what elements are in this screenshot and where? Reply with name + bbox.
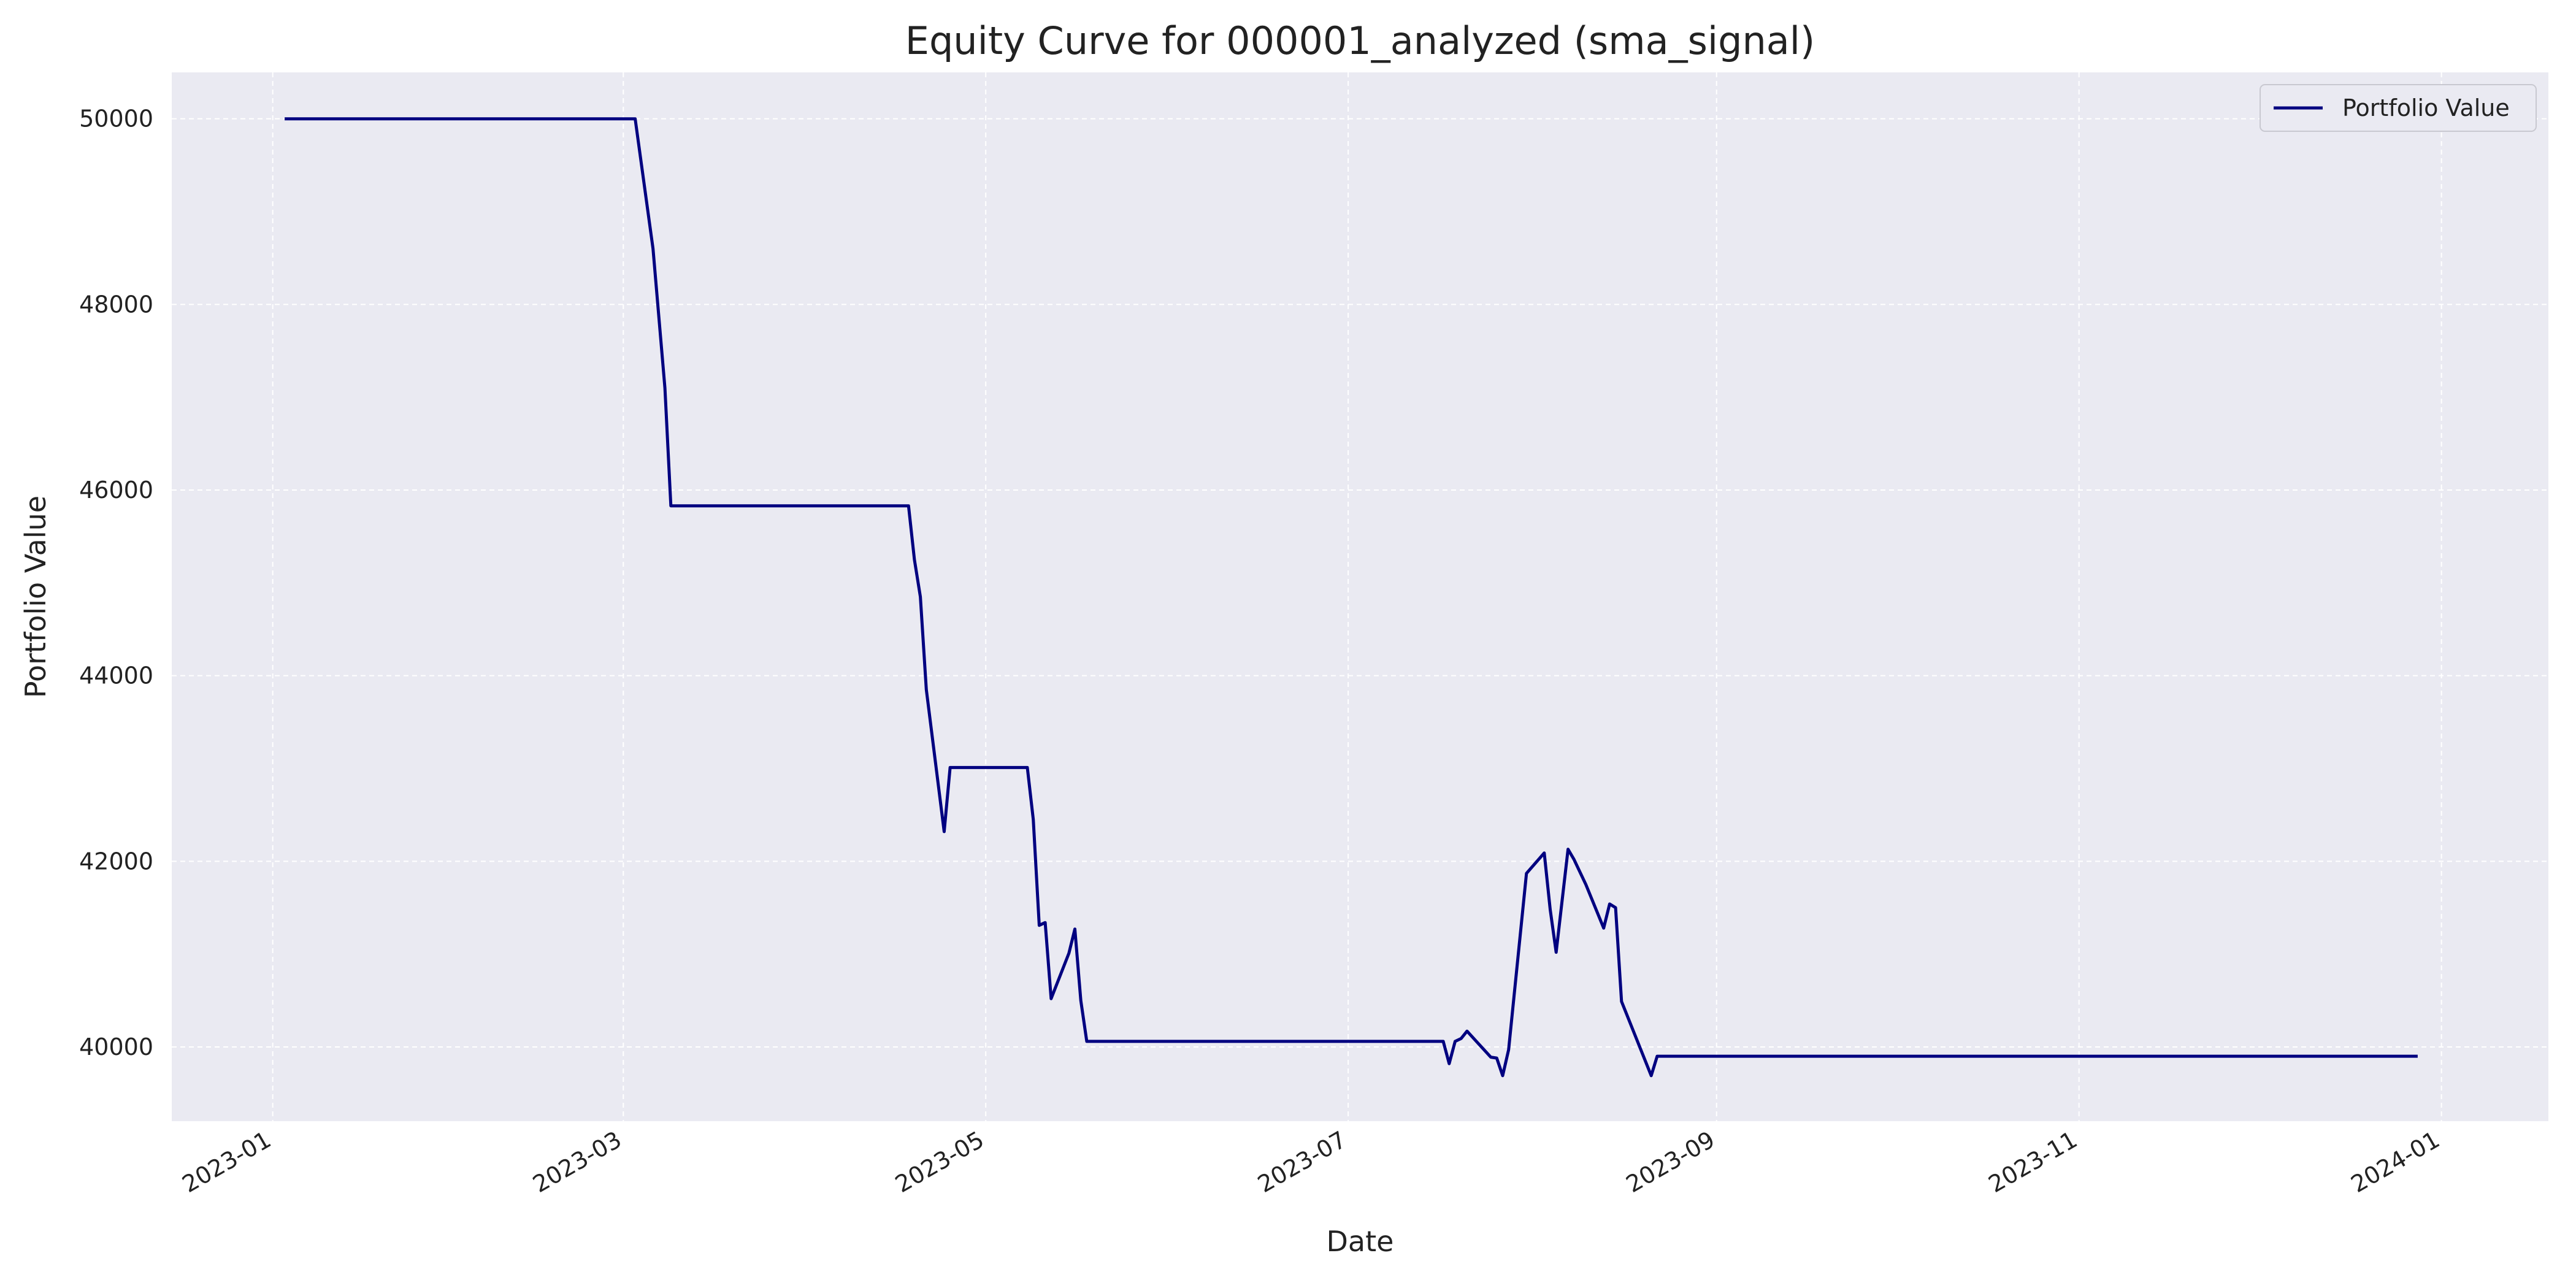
- portfolio-value-line: [285, 117, 2418, 1078]
- legend-label: Portfolio Value: [2342, 94, 2510, 121]
- y-tick-label: 48000: [79, 291, 153, 318]
- y-axis-ticks: 40000 42000 44000 46000 48000 50000: [79, 105, 153, 1060]
- x-tick-label: 2023-05: [891, 1126, 989, 1198]
- legend: Portfolio Value: [2260, 84, 2537, 132]
- gridlines: [172, 72, 2548, 1121]
- y-tick-label: 40000: [79, 1033, 153, 1060]
- x-axis-ticks: 2023-01 2023-03 2023-05 2023-07 2023-09 2023-…: [178, 1126, 2444, 1198]
- x-tick-label: 2023-09: [1622, 1126, 1720, 1198]
- x-tick-label: 2023-07: [1253, 1126, 1351, 1198]
- y-axis-label: Portfolio Value: [19, 496, 52, 698]
- y-tick-label: 50000: [79, 105, 153, 132]
- y-tick-label: 44000: [79, 662, 153, 689]
- chart-title: Equity Curve for 000001_analyzed (sma_si…: [905, 18, 1815, 63]
- x-tick-label: 2023-01: [178, 1126, 276, 1198]
- legend-box: [2260, 84, 2537, 132]
- x-axis-label: Date: [1327, 1225, 1394, 1258]
- y-tick-label: 46000: [79, 477, 153, 504]
- x-tick-label: 2023-11: [1984, 1126, 2082, 1198]
- x-tick-label: 2024-01: [2347, 1126, 2445, 1198]
- y-tick-label: 42000: [79, 848, 153, 875]
- x-tick-label: 2023-03: [528, 1126, 626, 1198]
- plot-area: [172, 72, 2548, 1121]
